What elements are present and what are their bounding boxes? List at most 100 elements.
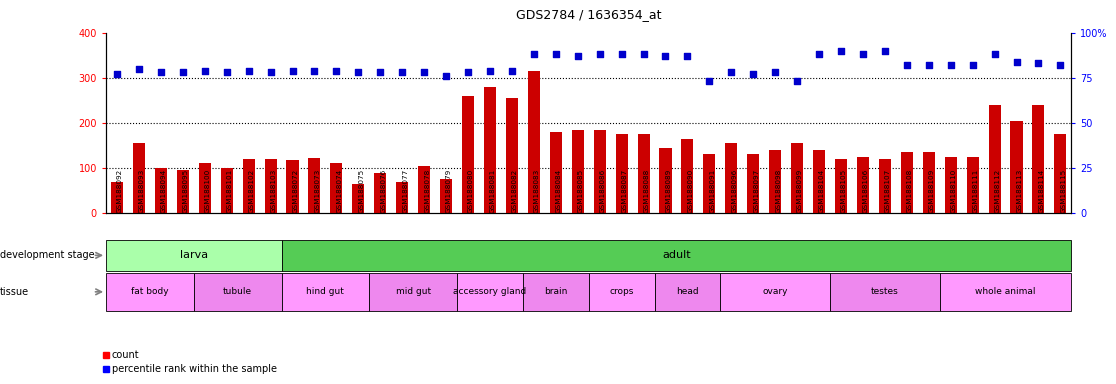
Bar [281,240,1071,271]
Point [635,51,653,57]
Point [920,62,937,68]
Bar [106,273,194,311]
Text: GSM188114: GSM188114 [1039,169,1045,213]
Bar [901,152,913,213]
Bar [242,159,254,213]
Text: head: head [676,287,699,296]
Text: GSM188103: GSM188103 [270,169,277,213]
Point [833,48,850,54]
Text: GSM188076: GSM188076 [381,169,386,213]
Point [459,69,477,75]
Point [503,68,521,74]
Text: GSM188090: GSM188090 [687,169,693,213]
Text: GSM188082: GSM188082 [512,169,518,213]
Point [1008,58,1026,65]
Point [349,69,367,75]
Bar [791,143,804,213]
Text: mid gut: mid gut [395,287,431,296]
Bar [418,166,430,213]
Bar [1010,121,1022,213]
Point [590,51,608,57]
Bar [720,273,830,311]
Text: GSM188108: GSM188108 [907,169,913,213]
Text: brain: brain [545,287,567,296]
Point [569,53,587,59]
Bar [703,154,715,213]
Text: GSM188077: GSM188077 [402,169,408,213]
Point [788,78,806,84]
Point [679,53,696,59]
Bar [594,130,606,213]
Point [613,51,631,57]
Point [525,51,542,57]
Text: GSM188111: GSM188111 [973,169,979,213]
Text: GSM188098: GSM188098 [776,169,781,213]
Text: tubule: tubule [223,287,252,296]
Point [722,69,740,75]
Text: GSM188095: GSM188095 [183,169,189,213]
Text: GSM188086: GSM188086 [599,169,606,213]
Text: hind gut: hind gut [307,287,345,296]
Text: GSM188099: GSM188099 [797,169,804,213]
Point [261,69,279,75]
Point [854,51,872,57]
Point [964,62,982,68]
Bar [484,87,496,213]
Point [306,68,324,74]
Point [876,48,894,54]
Bar [528,71,540,213]
Bar [281,273,369,311]
Text: GSM188093: GSM188093 [138,169,145,213]
Point [372,69,389,75]
Text: GSM188100: GSM188100 [204,169,211,213]
Point [129,66,147,72]
Bar [221,168,233,213]
Text: GSM188081: GSM188081 [490,169,496,213]
Bar [353,184,364,213]
Bar [176,170,189,213]
Bar [506,98,518,213]
Point [701,78,719,84]
Point [898,62,916,68]
Point [415,69,433,75]
Bar [571,130,584,213]
Bar [396,182,408,213]
Bar [878,159,891,213]
Text: GSM188072: GSM188072 [292,169,298,213]
Point [437,73,455,79]
Bar [748,154,759,213]
Text: GDS2784 / 1636354_at: GDS2784 / 1636354_at [516,8,662,21]
Bar [550,132,561,213]
Text: ovary: ovary [762,287,788,296]
Bar [155,168,167,213]
Point [283,68,301,74]
Bar [523,273,589,311]
Text: percentile rank within the sample: percentile rank within the sample [112,364,277,374]
Text: GSM188102: GSM188102 [249,169,254,213]
Bar [308,158,320,213]
Text: GSM188113: GSM188113 [1017,169,1022,213]
Bar [616,134,627,213]
Text: GSM188110: GSM188110 [951,169,956,213]
Bar [374,172,386,213]
Point [547,51,565,57]
Bar [194,273,281,311]
Point [152,69,170,75]
Bar [369,273,458,311]
Text: GSM188092: GSM188092 [117,169,123,213]
Text: fat body: fat body [131,287,169,296]
Point [767,69,785,75]
Point [393,69,411,75]
Bar [110,182,123,213]
Point [327,68,345,74]
Text: GSM188083: GSM188083 [533,169,540,213]
Bar [589,273,654,311]
Bar [330,164,343,213]
Text: GSM188080: GSM188080 [468,169,474,213]
Point [108,71,126,77]
Text: GSM188084: GSM188084 [556,169,561,213]
Bar [1055,134,1067,213]
Bar [199,164,211,213]
Bar [637,134,650,213]
Text: testes: testes [870,287,898,296]
